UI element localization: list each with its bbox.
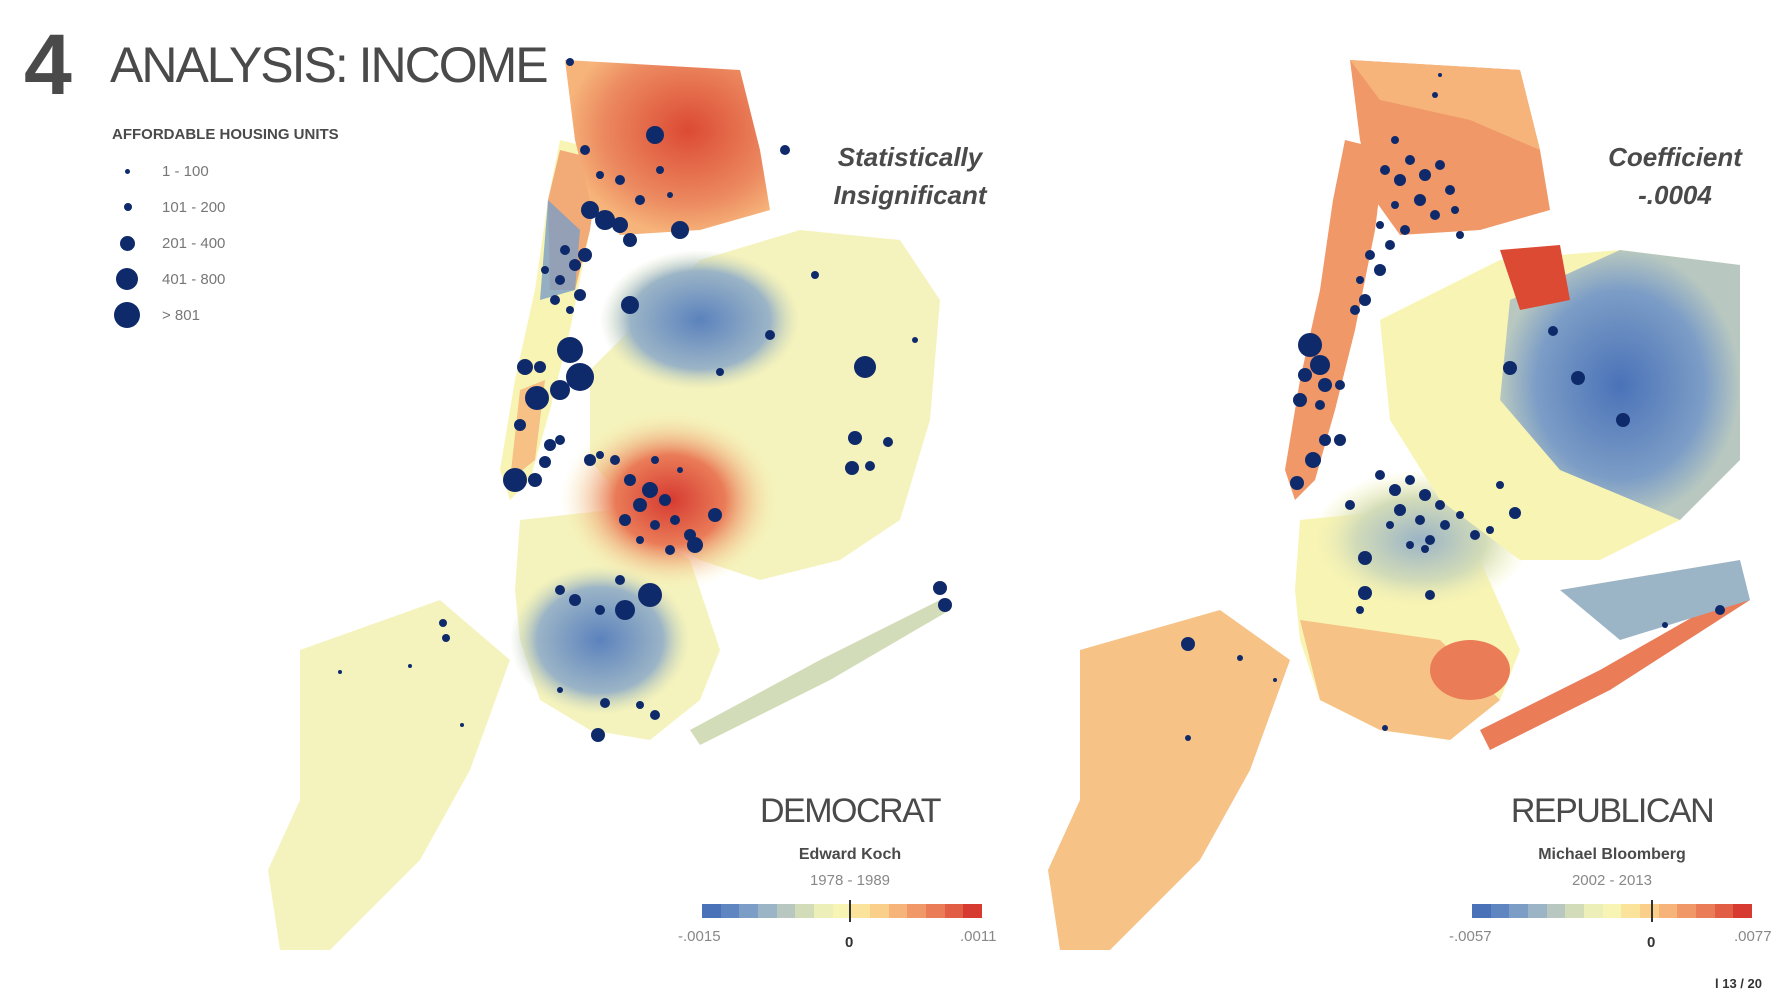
- housing-dots-democrat: [338, 58, 952, 742]
- color-scale: [1472, 904, 1753, 918]
- dot-icon: [125, 169, 130, 174]
- scale-swatch: [1546, 904, 1566, 918]
- dot-icon: [120, 236, 135, 251]
- dot-icon: [114, 302, 140, 328]
- scale-swatch: [1733, 904, 1753, 918]
- scale-swatch: [907, 904, 927, 918]
- significance-note: Statistically Insignificant: [790, 138, 1030, 214]
- zero-tick: [1651, 900, 1653, 922]
- scale-swatch: [1565, 904, 1585, 918]
- color-scale: [702, 904, 983, 918]
- scale-swatch: [832, 904, 852, 918]
- dot-icon: [116, 268, 138, 290]
- note-line: Insignificant: [833, 180, 987, 210]
- legend-label: 1 - 100: [162, 162, 209, 180]
- legend-label: > 801: [162, 306, 200, 324]
- scale-swatch: [1602, 904, 1622, 918]
- note-line: Coefficient: [1608, 142, 1742, 172]
- scale-swatch: [1509, 904, 1529, 918]
- scale-max: .0011: [960, 928, 997, 945]
- scale-swatch: [758, 904, 777, 918]
- party-label: DEMOCRAT: [759, 792, 942, 830]
- scale-swatch: [1696, 904, 1715, 918]
- scale-zero: 0: [1647, 934, 1656, 951]
- manhattan: [1285, 140, 1385, 500]
- slide-title: ANALYSIS: INCOME: [110, 37, 549, 93]
- scale-swatch: [1714, 904, 1734, 918]
- legend-label: 201 - 400: [162, 234, 226, 252]
- scale-swatch: [814, 904, 833, 918]
- scale-swatch: [963, 904, 983, 918]
- scale-swatch: [888, 904, 908, 918]
- page-number: l 13 / 20: [1715, 976, 1762, 991]
- scale-swatch: [1640, 904, 1659, 918]
- scale-swatch: [720, 904, 740, 918]
- scale-swatch: [1621, 904, 1641, 918]
- scale-swatch: [1490, 904, 1510, 918]
- scale-swatch: [944, 904, 964, 918]
- party-label: REPUBLICAN: [1510, 792, 1715, 830]
- scale-swatch: [870, 904, 889, 918]
- term-years: 2002 - 2013: [1571, 872, 1653, 889]
- scale-zero: 0: [845, 934, 854, 951]
- section-number: 4: [24, 17, 72, 113]
- scale-max: .0077: [1734, 928, 1772, 945]
- scale-swatch: [739, 904, 759, 918]
- term-years: 1978 - 1989: [809, 872, 891, 889]
- mayor-name: Edward Koch: [798, 846, 902, 863]
- scale-min: -.0015: [678, 928, 721, 945]
- bronx: [565, 60, 770, 235]
- note-line: Statistically: [837, 142, 983, 172]
- scale-min: -.0057: [1449, 928, 1492, 945]
- scale-swatch: [795, 904, 815, 918]
- scale-swatch: [776, 904, 796, 918]
- scale-swatch: [1677, 904, 1697, 918]
- scale-swatch: [851, 904, 871, 918]
- rockaway: [1480, 590, 1750, 750]
- staten-island: [1048, 610, 1290, 950]
- scale-swatch: [1584, 904, 1603, 918]
- dot-icon: [124, 203, 132, 211]
- rockaway: [690, 600, 950, 745]
- scale-swatch: [1658, 904, 1678, 918]
- coefficient-note: Coefficient -.0004: [1555, 138, 1778, 214]
- scale-swatch: [702, 904, 721, 918]
- note-line: -.0004: [1638, 180, 1712, 210]
- scale-swatch: [1472, 904, 1491, 918]
- legend-title: AFFORDABLE HOUSING UNITS: [112, 126, 339, 143]
- legend-label: 101 - 200: [162, 198, 226, 216]
- mayor-name: Michael Bloomberg: [1538, 846, 1686, 863]
- housing-dots-republican: [1181, 73, 1725, 741]
- scale-swatch: [926, 904, 945, 918]
- legend-label: 401 - 800: [162, 270, 226, 288]
- scale-swatch: [1528, 904, 1547, 918]
- staten-island: [268, 600, 510, 950]
- zero-tick: [849, 900, 851, 922]
